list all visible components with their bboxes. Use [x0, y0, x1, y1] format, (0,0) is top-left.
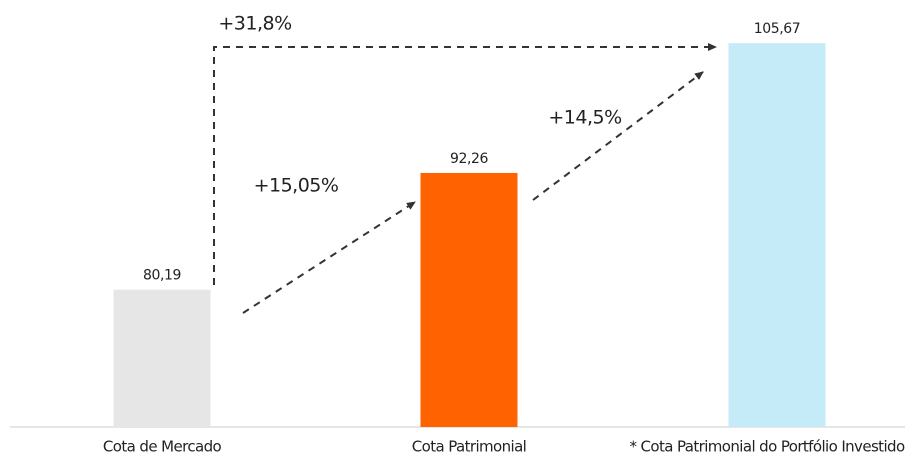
- value-label: 92,26: [450, 151, 489, 167]
- x-tick-label: * Cota Patrimonial do Portfólio Investid…: [629, 438, 904, 456]
- value-label: 80,19: [143, 268, 181, 284]
- x-tick-label: Cota Patrimonial: [412, 438, 527, 456]
- annotation: +14,5%: [548, 107, 621, 129]
- arrow: [213, 43, 717, 285]
- annotation: +31,8%: [218, 13, 291, 35]
- bar: [113, 289, 211, 427]
- bar: [728, 43, 826, 427]
- bar: [420, 172, 518, 427]
- value-label: 105,67: [754, 21, 801, 37]
- x-tick-label: Cota de Mercado: [103, 438, 222, 456]
- annotation: +15,05%: [254, 175, 339, 197]
- arrow: [242, 201, 416, 314]
- arrow: [532, 71, 704, 201]
